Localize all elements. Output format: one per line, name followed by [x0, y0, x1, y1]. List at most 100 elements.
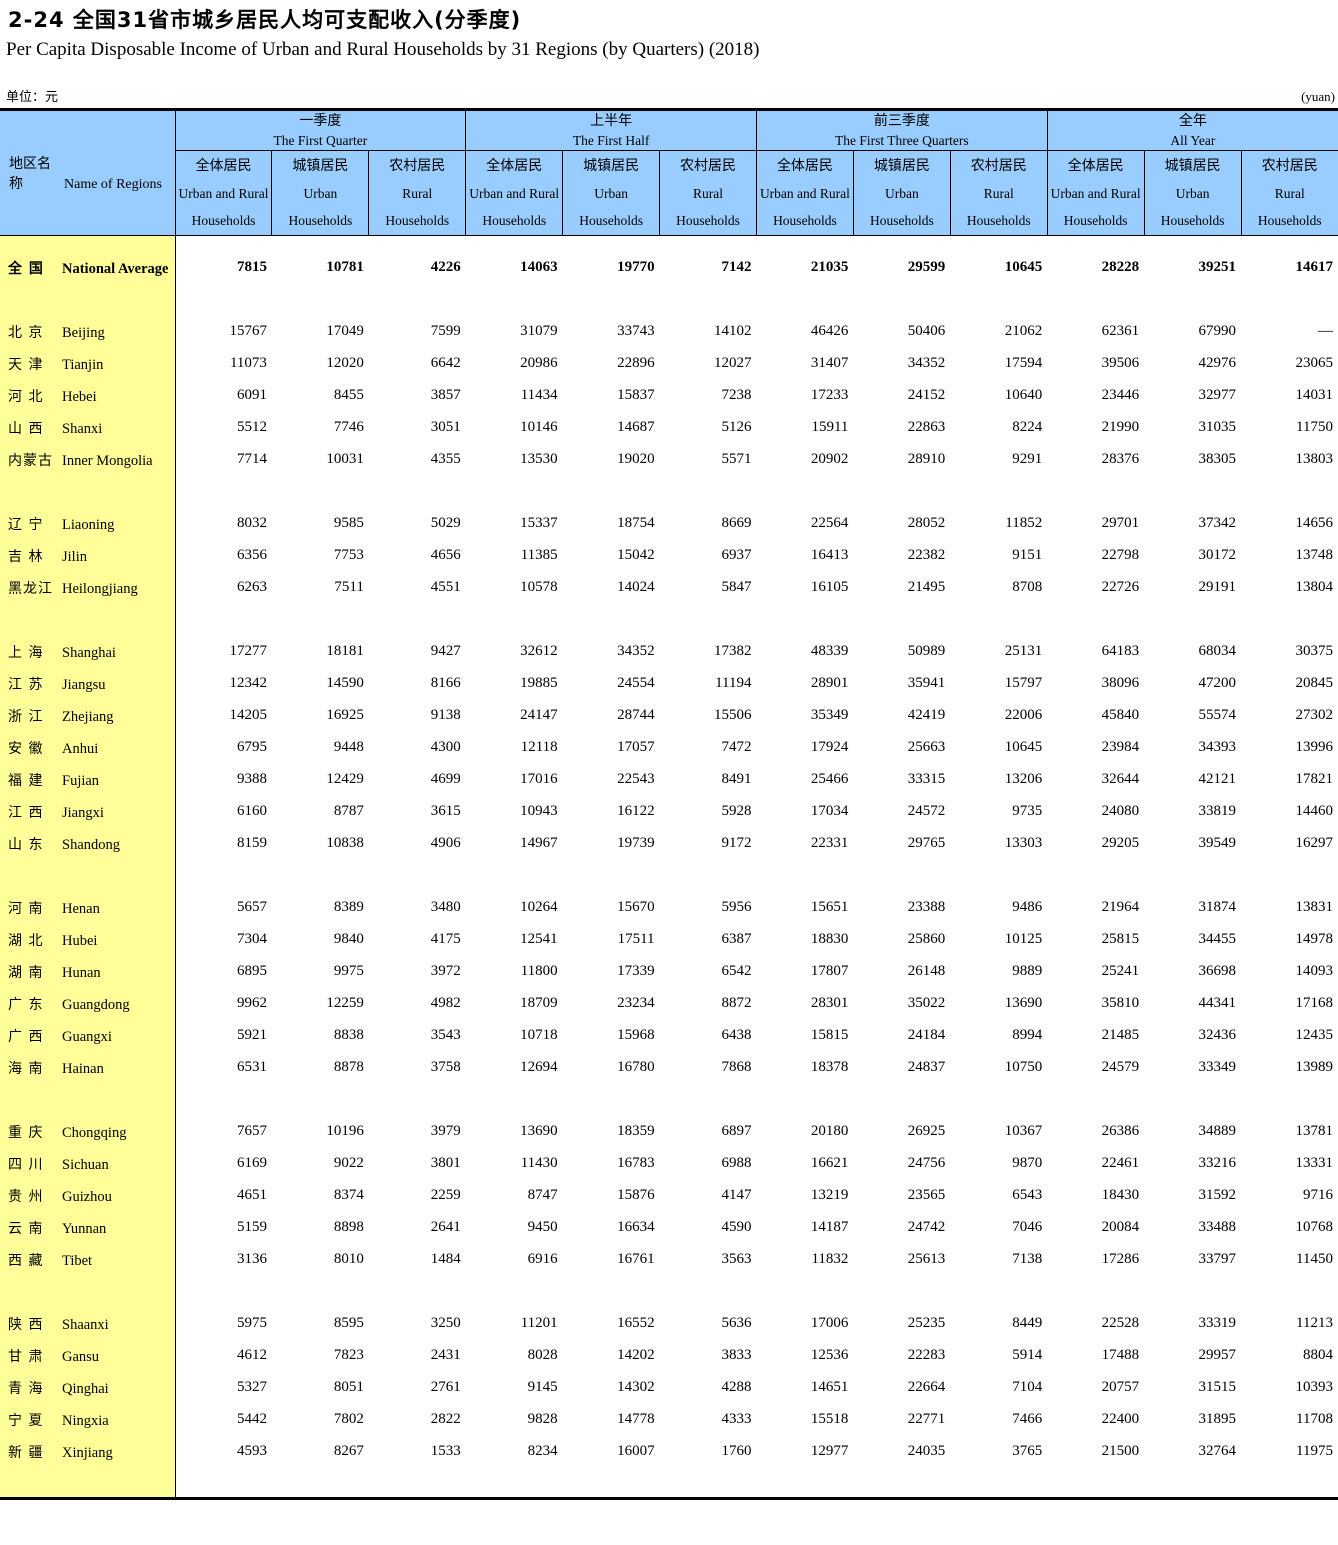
- value-cell: 17277: [229, 643, 267, 659]
- region-name-en: Shandong: [62, 836, 120, 853]
- value-cell: 16925: [326, 707, 364, 723]
- value-cell: 12259: [326, 995, 364, 1011]
- value-cell: 9138: [430, 707, 461, 723]
- region-name-en: Guangdong: [62, 996, 130, 1013]
- region-cell: 内蒙古 Inner Mongolia: [0, 443, 176, 476]
- value-cell: 9151: [1012, 547, 1043, 563]
- value-cell: 22400: [1101, 1411, 1140, 1427]
- region-column-fill: [0, 603, 176, 636]
- value-cell: 10645: [1004, 739, 1043, 755]
- subcolumn-header-2-1: 城镇居民 Urban Households: [852, 150, 951, 236]
- value-cell: 7657: [236, 1123, 267, 1139]
- region-name-zh: 甘 肃: [8, 1348, 44, 1365]
- value-cell: 3136: [236, 1251, 267, 1267]
- value-cell: 35941: [907, 675, 946, 691]
- value-cell: 2822: [430, 1411, 461, 1427]
- value-cell: 4551: [430, 579, 461, 595]
- value-cell: 9291: [1012, 451, 1043, 467]
- value-cell: 6897: [721, 1123, 752, 1139]
- table-row: 新 疆 Xinjiang 4593 8267 1533 8234 16007 1760 1297…: [0, 1435, 1338, 1468]
- value-cell: 15767: [229, 323, 267, 339]
- value-cell: 10768: [1295, 1219, 1334, 1235]
- value-cell: 3801: [430, 1155, 461, 1171]
- value-cell: 32436: [1198, 1027, 1237, 1043]
- subcolumn-header-2-2: 农村居民 Rural Households: [949, 150, 1048, 236]
- value-cell: 25613: [907, 1251, 946, 1267]
- region-cell: 陕 西 Shaanxi: [0, 1307, 176, 1340]
- value-cell: 18378: [810, 1059, 849, 1075]
- group-label-zh: 前三季度: [873, 113, 930, 129]
- value-cell: 9172: [721, 835, 752, 851]
- value-cell: 9585: [333, 515, 364, 531]
- value-cell: 9427: [430, 643, 461, 659]
- value-cell: 23065: [1295, 355, 1334, 371]
- region-cell: 重 庆 Chongqing: [0, 1115, 176, 1148]
- value-cell: 4656: [430, 547, 461, 563]
- region-name-zh: 黑龙江: [8, 580, 53, 597]
- value-cell: 8374: [333, 1187, 364, 1203]
- value-cell: 3250: [430, 1315, 461, 1331]
- region-column-fill: [0, 1275, 176, 1308]
- region-name-zh: 辽 宁: [8, 516, 44, 533]
- value-cell: 14978: [1295, 931, 1334, 947]
- unit-label-zh: 单位：元: [6, 90, 59, 105]
- value-cell: 15518: [810, 1411, 849, 1427]
- value-cell: 4226: [430, 259, 461, 275]
- value-cell: 4147: [721, 1187, 752, 1203]
- value-cell: 10146: [520, 419, 558, 435]
- value-cell: 39549: [1198, 835, 1237, 851]
- subcolumn-label-en2: Households: [676, 213, 740, 228]
- value-cell: 5442: [236, 1411, 267, 1427]
- value-cell: 25466: [810, 771, 849, 787]
- value-cell: 15837: [617, 387, 655, 403]
- value-cell: 13219: [810, 1187, 849, 1203]
- value-cell: 14102: [713, 323, 752, 339]
- value-cell: 17924: [810, 739, 849, 755]
- region-name-en: Henan: [62, 900, 100, 917]
- value-cell: 16783: [617, 1155, 655, 1171]
- value-cell: 16634: [617, 1219, 655, 1235]
- value-cell: 15797: [1004, 675, 1043, 691]
- value-cell: 6263: [236, 579, 267, 595]
- value-cell: 22863: [907, 419, 946, 435]
- value-cell: 25235: [907, 1315, 946, 1331]
- region-name-zh: 河 北: [8, 388, 44, 405]
- table-row: 山 东 Shandong 8159 10838 4906 14967 19739 9172 22…: [0, 827, 1338, 860]
- value-cell: 10838: [326, 835, 364, 851]
- value-cell: 13804: [1295, 579, 1334, 595]
- value-cell: 11430: [520, 1155, 558, 1171]
- income-table: 地区名称 Name of Regions 一季度 The First Quarter 上…: [0, 108, 1338, 1500]
- quarter-group-header-0: 一季度 The First Quarter: [174, 109, 466, 151]
- region-cell: 黑龙江 Heilongjiang: [0, 571, 176, 604]
- value-cell: 22283: [907, 1347, 946, 1363]
- value-cell: 8224: [1012, 419, 1043, 435]
- value-cell: 3480: [430, 899, 461, 915]
- subcolumn-label-en2: Households: [773, 213, 837, 228]
- value-cell: 42121: [1198, 771, 1237, 787]
- spacer-cells: [175, 1276, 1338, 1308]
- value-cell: 16413: [810, 547, 849, 563]
- value-cell: 2761: [430, 1379, 461, 1395]
- value-cell: 6091: [236, 387, 267, 403]
- value-cell: 30375: [1295, 643, 1334, 659]
- value-cell: 22331: [810, 835, 849, 851]
- value-cell: 7599: [430, 323, 461, 339]
- value-cell: 7304: [236, 931, 267, 947]
- region-name-zh: 浙 江: [8, 708, 44, 725]
- value-cell: 29191: [1198, 579, 1237, 595]
- value-cell: 8166: [430, 675, 461, 691]
- value-cell: 22461: [1101, 1155, 1140, 1171]
- spacer-row: [0, 1083, 1338, 1116]
- value-cell: 6988: [721, 1155, 752, 1171]
- value-cell: 6356: [236, 547, 267, 563]
- value-cell: 20180: [810, 1123, 849, 1139]
- value-cell: 9840: [333, 931, 364, 947]
- spacer-cells: [175, 1084, 1338, 1116]
- value-cell: 19885: [520, 675, 558, 691]
- table-row: 全 国 National Average 7815 10781 4226 14063 197…: [0, 251, 1338, 284]
- value-cell: 28910: [907, 451, 946, 467]
- subcolumn-label-en1: Urban: [884, 186, 919, 201]
- value-cell: 1484: [430, 1251, 461, 1267]
- value-cell: 15506: [713, 707, 752, 723]
- value-cell: 17339: [617, 963, 655, 979]
